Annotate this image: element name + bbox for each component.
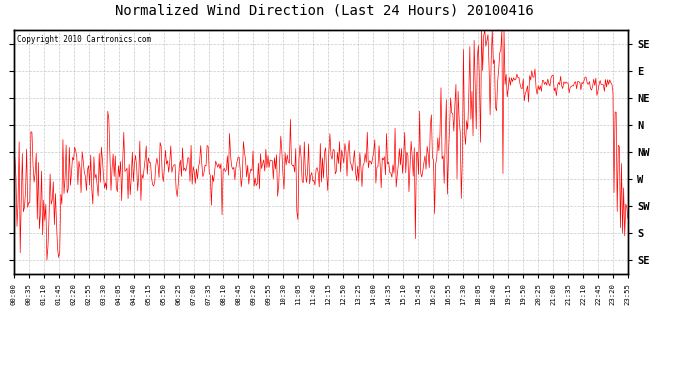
Text: Copyright 2010 Cartronics.com: Copyright 2010 Cartronics.com	[17, 35, 151, 44]
Text: Normalized Wind Direction (Last 24 Hours) 20100416: Normalized Wind Direction (Last 24 Hours…	[115, 4, 533, 18]
